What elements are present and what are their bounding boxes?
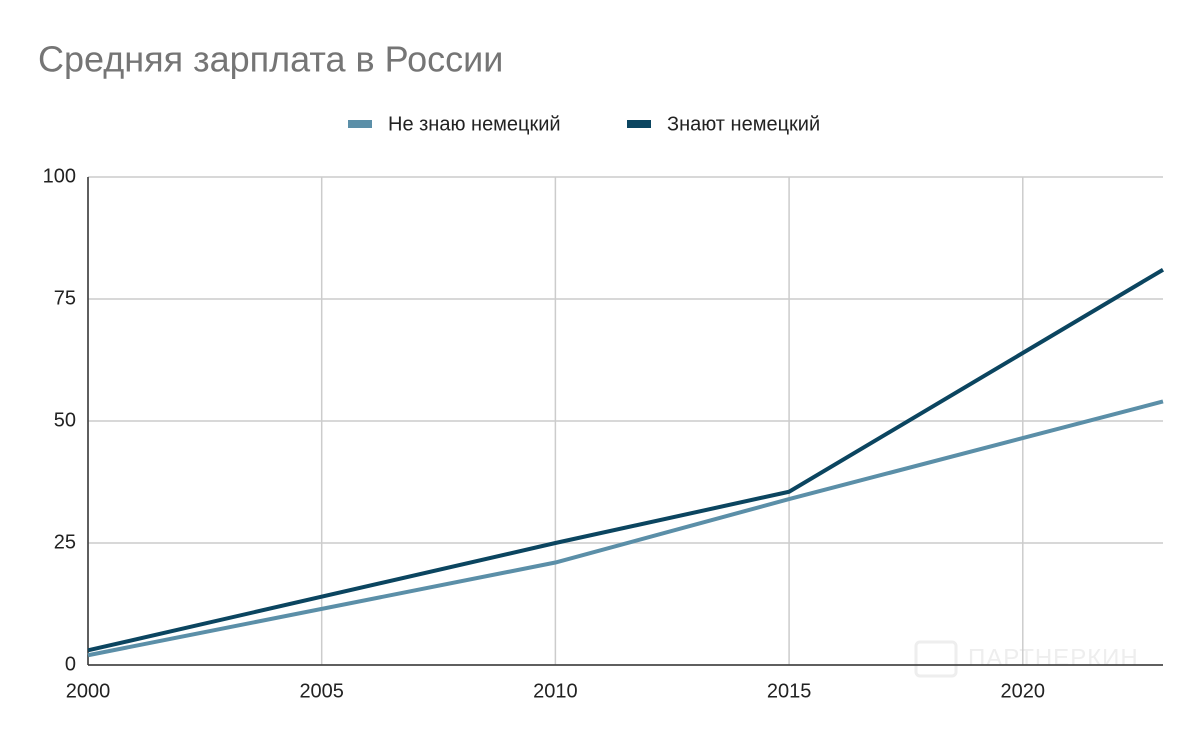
legend-label: Не знаю немецкий — [388, 113, 561, 135]
y-tick-label: 75 — [54, 287, 76, 309]
watermark: ПАРТНЕРКИН — [968, 644, 1139, 671]
x-tick-label: 2010 — [533, 680, 578, 702]
series-line — [87, 268, 1165, 653]
y-tick-label: 50 — [54, 409, 76, 431]
x-tick-label: 2000 — [66, 680, 111, 702]
legend-swatch — [627, 120, 651, 128]
x-tick-label: 2020 — [1001, 680, 1046, 702]
legend-swatch — [348, 120, 372, 128]
y-tick-label: 100 — [43, 165, 76, 187]
legend-label: Знают немецкий — [667, 113, 820, 135]
series-line — [87, 399, 1164, 658]
chart-title: Средняя зарплата в России — [38, 39, 503, 80]
watermark-icon — [914, 640, 958, 678]
x-tick-label: 2015 — [767, 680, 812, 702]
y-tick-label: 25 — [54, 531, 76, 553]
x-tick-label: 2005 — [299, 680, 344, 702]
y-tick-label: 0 — [65, 653, 76, 675]
